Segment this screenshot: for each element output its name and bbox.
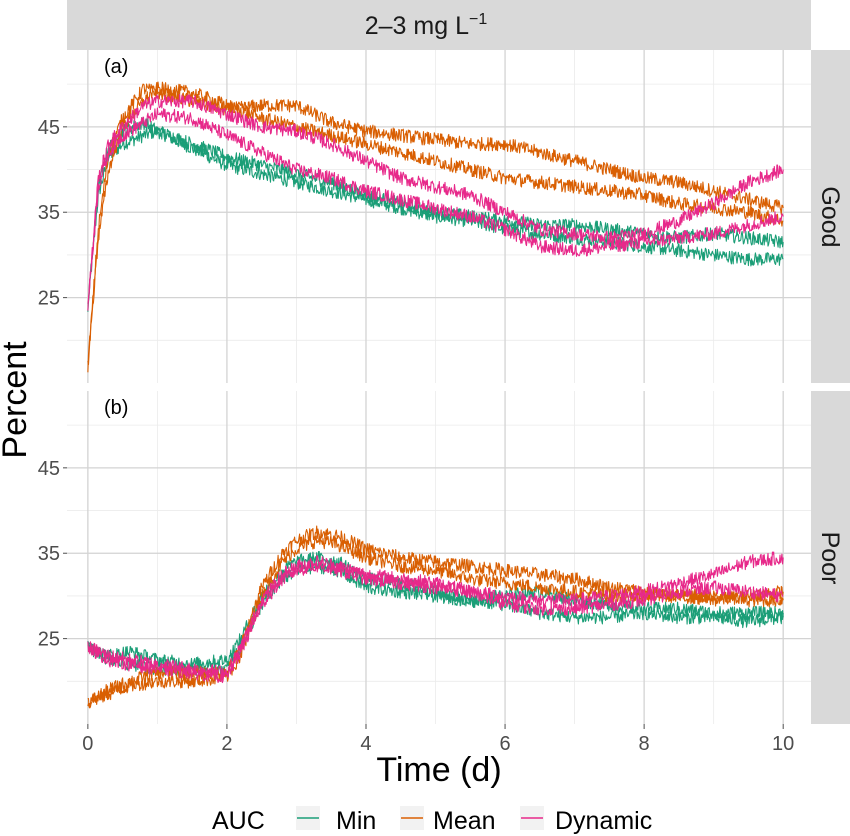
y-tick-label: 45	[38, 458, 60, 480]
y-tick-label: 25	[38, 288, 60, 310]
y-tick-label: 35	[38, 543, 60, 565]
column-strip	[67, 0, 811, 50]
x-tick-label: 8	[639, 733, 650, 755]
row-strip-good	[811, 50, 850, 383]
row-strip-poor-label: Poor	[816, 532, 844, 585]
legend-title: AUC	[212, 807, 265, 835]
panel-b-label: (b)	[104, 397, 128, 419]
legend-mean: Mean	[433, 807, 496, 835]
y-tick-label: 25	[38, 629, 60, 651]
x-tick-label: 4	[360, 733, 371, 755]
row-strip-poor	[811, 391, 850, 724]
y-tick-label: 35	[38, 202, 60, 224]
series-line-dynamic	[87, 93, 784, 304]
series-line-dynamic	[87, 551, 784, 680]
legend-dynamic: Dynamic	[555, 807, 652, 835]
row-strip-good-label: Good	[816, 186, 844, 247]
x-tick-label: 10	[772, 733, 794, 755]
y-tick-label: 45	[38, 117, 60, 139]
legend: AUC Min Mean Dynamic	[212, 806, 652, 835]
x-axis-ticks: 0 2 4 6 8 10	[82, 724, 794, 755]
x-tick-label: 6	[499, 733, 510, 755]
series-line-dynamic	[87, 560, 784, 684]
series-line-dynamic	[87, 107, 784, 311]
x-axis-title: Time (d)	[376, 751, 501, 789]
panel-a-label: (a)	[104, 56, 128, 78]
panel-poor: 25 35 45	[38, 391, 811, 724]
x-tick-label: 0	[82, 733, 93, 755]
y-axis-title: Percent	[0, 341, 34, 459]
x-tick-label: 2	[221, 733, 232, 755]
legend-min: Min	[336, 807, 376, 835]
panel-good: 25 35 45	[38, 50, 811, 383]
column-strip-label: 2–3 mg L−1	[365, 11, 488, 40]
